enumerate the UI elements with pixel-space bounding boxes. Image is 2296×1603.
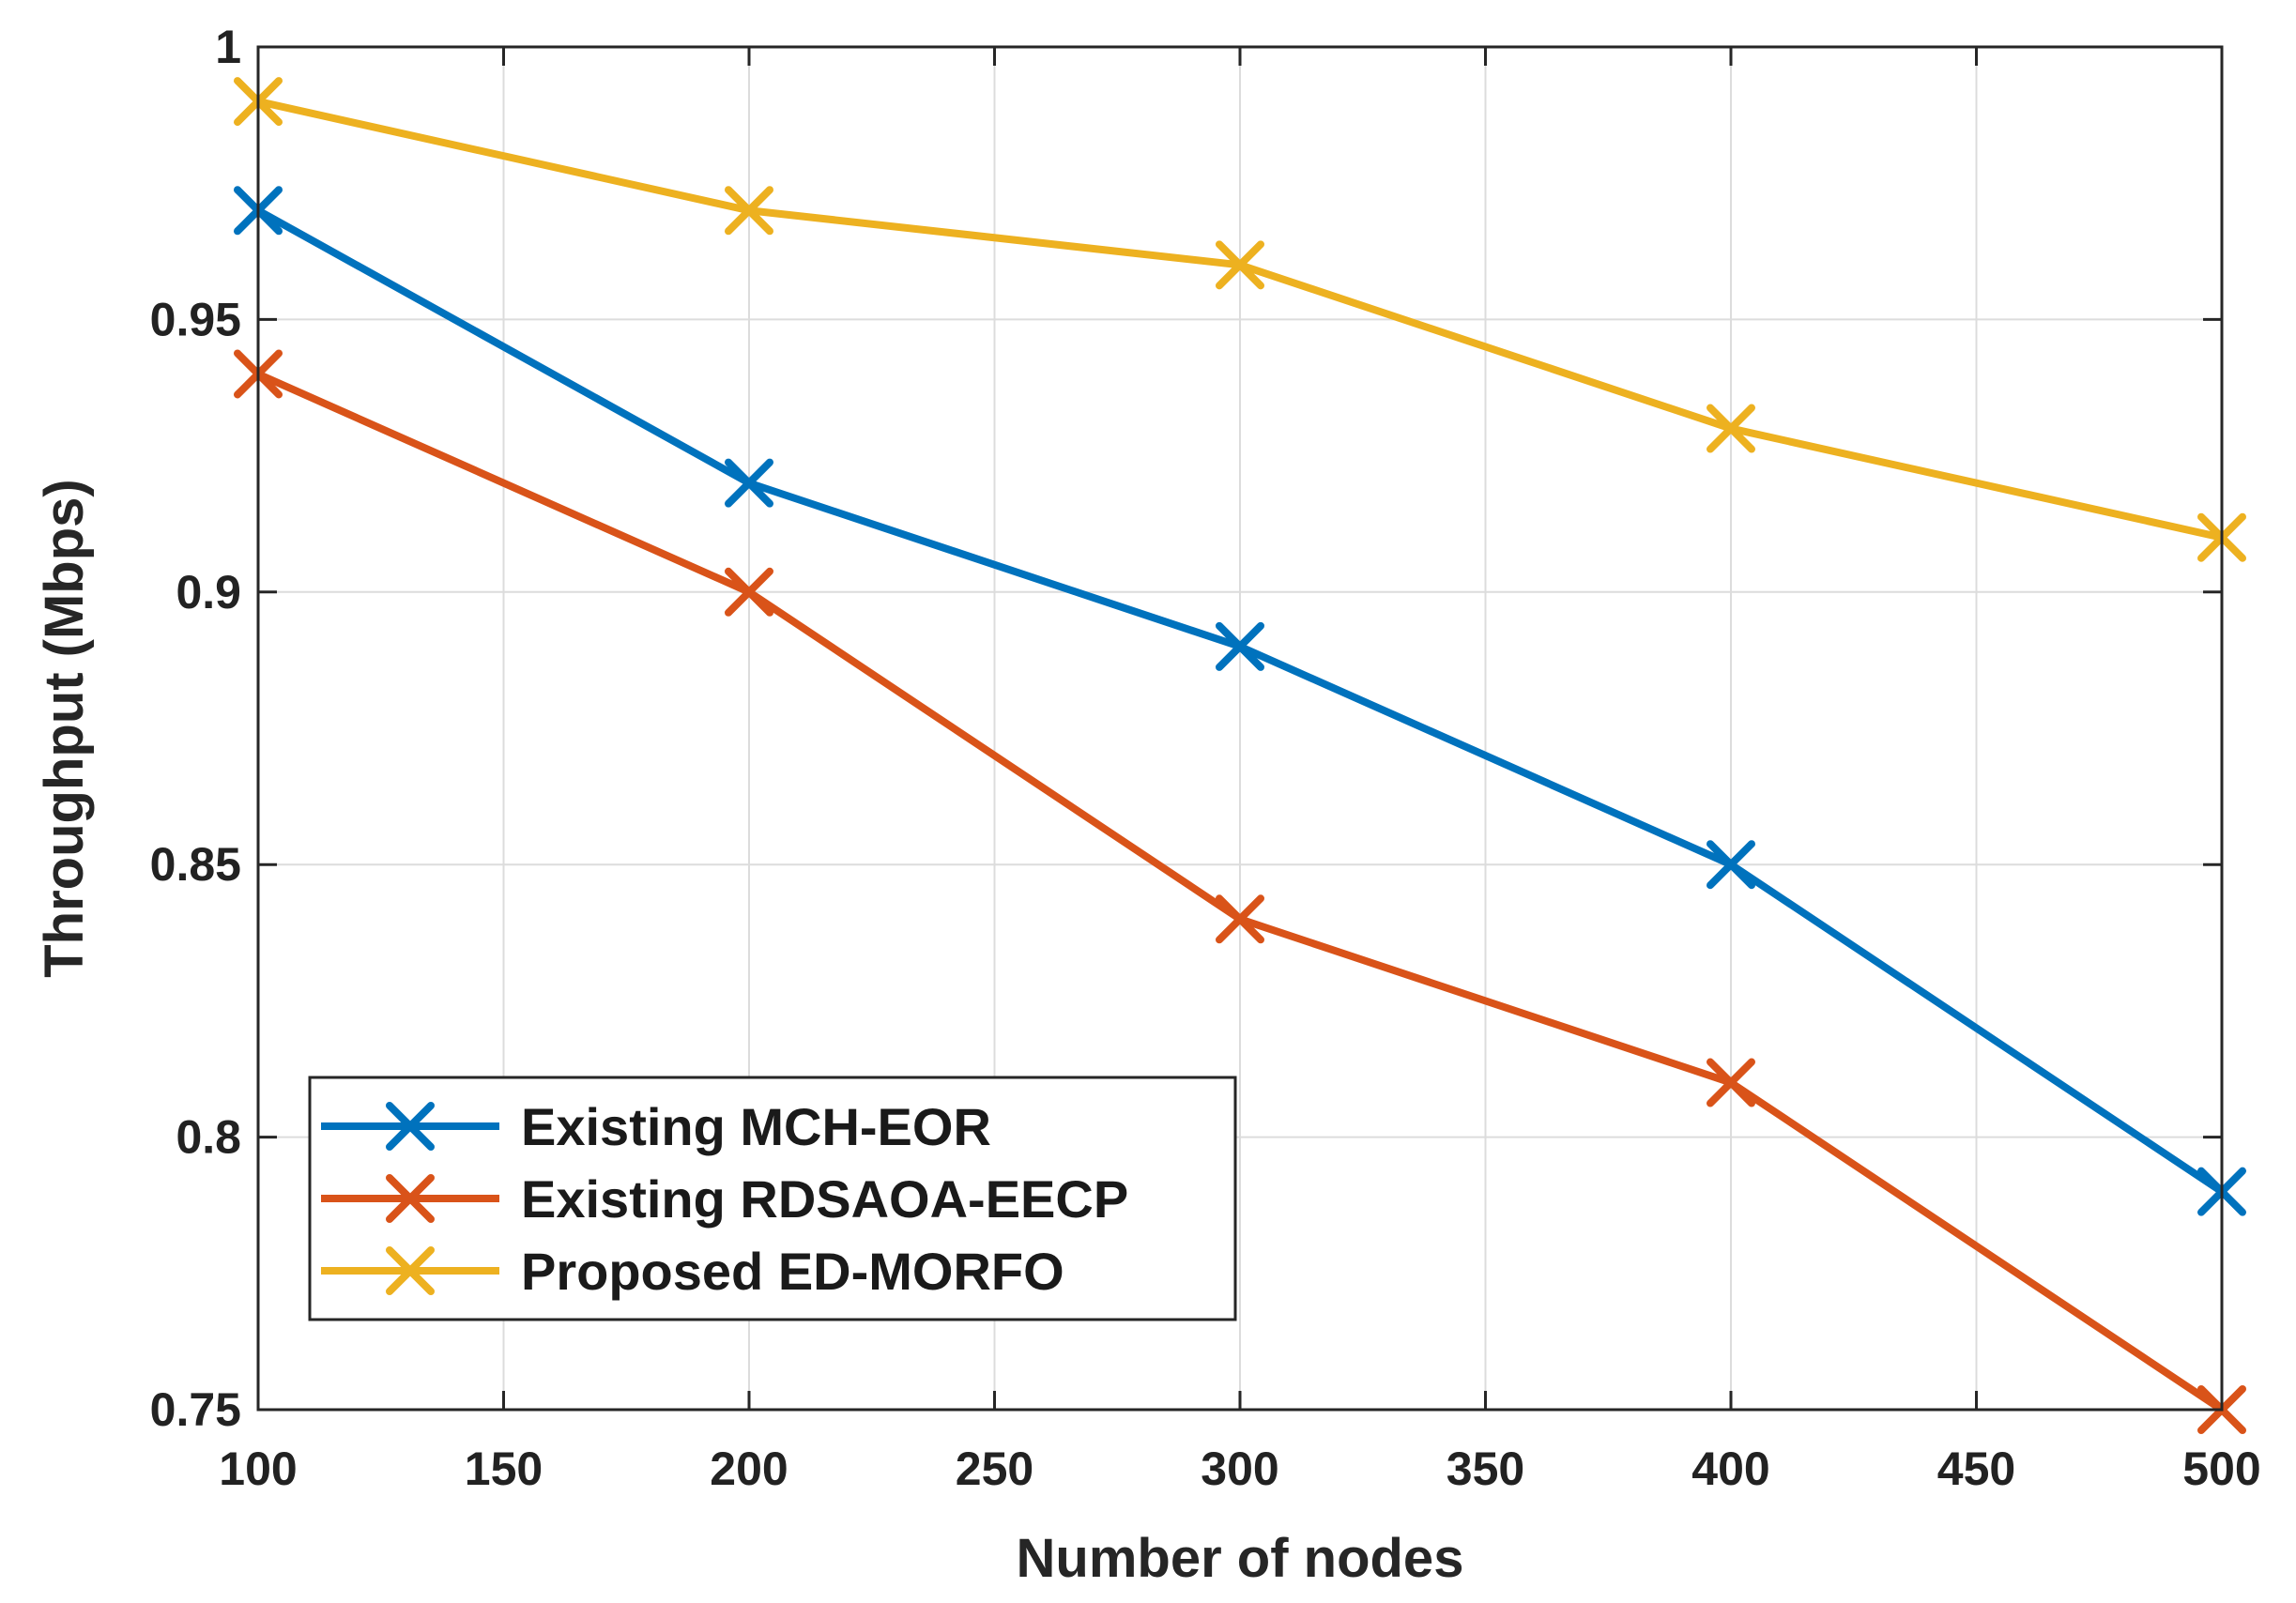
x-tick-label: 300 (1201, 1443, 1278, 1495)
data-point-existing-mch-eor (1707, 840, 1755, 890)
x-axis-label: Number of nodes (1017, 1528, 1464, 1589)
y-axis-label: Throughput (Mbps) (34, 479, 95, 978)
legend-swatch-marker (386, 1246, 435, 1295)
legend-swatch-marker (386, 1102, 435, 1151)
data-point-existing-rdsaoa-eecp (1216, 894, 1264, 944)
y-tick-label: 1 (215, 21, 241, 73)
series-existing-mch-eor (234, 186, 2246, 1216)
y-tick-label: 0.8 (176, 1111, 241, 1164)
x-tick-label: 450 (1937, 1443, 2015, 1495)
data-point-existing-rdsaoa-eecp (725, 567, 773, 617)
legend-entry-proposed-ed-morfo: Proposed ED-MORFO (321, 1242, 1064, 1301)
legend: Existing MCH-EOR Existing RDSAOA-EECP Prop… (308, 1076, 1237, 1321)
x-tick-label: 100 (219, 1443, 297, 1495)
legend-entry-existing-mch-eor: Existing MCH-EOR (321, 1097, 991, 1156)
y-tick-label: 0.85 (150, 838, 241, 891)
series-layer (234, 77, 2246, 1434)
x-tick-labels: 100 150 200 250 300 350 400 450 500 (219, 1443, 2260, 1495)
x-tick-label: 250 (956, 1443, 1033, 1495)
legend-label: Existing RDSAOA-EECP (521, 1169, 1128, 1229)
y-tick-labels: 0.75 0.8 0.85 0.9 0.95 1 (150, 21, 241, 1436)
x-tick-label: 150 (465, 1443, 543, 1495)
legend-label: Existing MCH-EOR (521, 1097, 991, 1156)
legend-box (308, 1076, 1237, 1321)
data-point-proposed-ed-morfo (1216, 240, 1264, 290)
data-point-existing-mch-eor (725, 458, 773, 508)
y-tick-label: 0.75 (150, 1383, 241, 1436)
y-tick-label: 0.9 (176, 566, 241, 618)
axis-ticks (256, 45, 2224, 1412)
legend-entry-existing-rdsaoa-eecp: Existing RDSAOA-EECP (321, 1169, 1128, 1229)
x-tick-label: 500 (2182, 1443, 2260, 1495)
data-point-existing-mch-eor (1216, 621, 1264, 671)
data-point-proposed-ed-morfo (725, 186, 773, 236)
data-point-proposed-ed-morfo (1707, 404, 1755, 453)
data-point-existing-rdsaoa-eecp (1707, 1058, 1755, 1107)
x-tick-label: 350 (1446, 1443, 1524, 1495)
legend-label: Proposed ED-MORFO (521, 1242, 1064, 1301)
y-tick-label: 0.95 (150, 293, 241, 345)
legend-swatch-marker (386, 1174, 435, 1223)
x-tick-label: 200 (710, 1443, 788, 1495)
x-tick-label: 400 (1691, 1443, 1769, 1495)
